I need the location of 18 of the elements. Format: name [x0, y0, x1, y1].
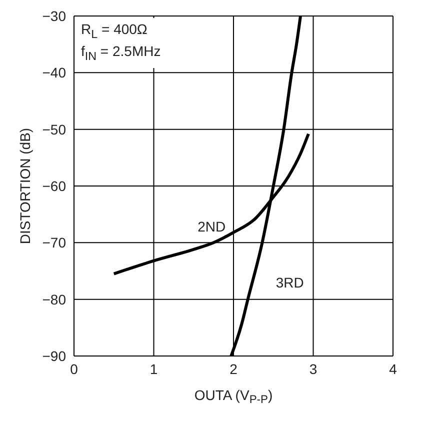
y-tick-label: −40 [42, 64, 66, 81]
annotation: R$_{L}$ = 400Ω [81, 21, 148, 43]
y-tick-label: −70 [42, 234, 66, 251]
y-tick-label: −90 [42, 348, 66, 364]
y-tick-label: −80 [42, 291, 66, 308]
y-tick-label: −50 [42, 121, 66, 138]
series-label: 3RD [276, 274, 304, 290]
y-tick-label: −30 [42, 8, 66, 24]
x-tick-label: 2 [230, 360, 238, 377]
annotation: f$_{IN}$ = 2.5MHz [81, 42, 161, 65]
x-tick-label: 1 [150, 360, 158, 377]
series-label: 2ND [198, 218, 226, 234]
x-tick-label: 4 [389, 360, 398, 377]
x-tick-label: 0 [70, 360, 78, 377]
x-axis-title: OUTA (V$_{P-P}$) [194, 387, 273, 406]
y-axis-title: DISTORTION (dB) [17, 128, 33, 244]
y-tick-label: −60 [42, 178, 66, 194]
x-tick-label: 3 [309, 360, 318, 377]
